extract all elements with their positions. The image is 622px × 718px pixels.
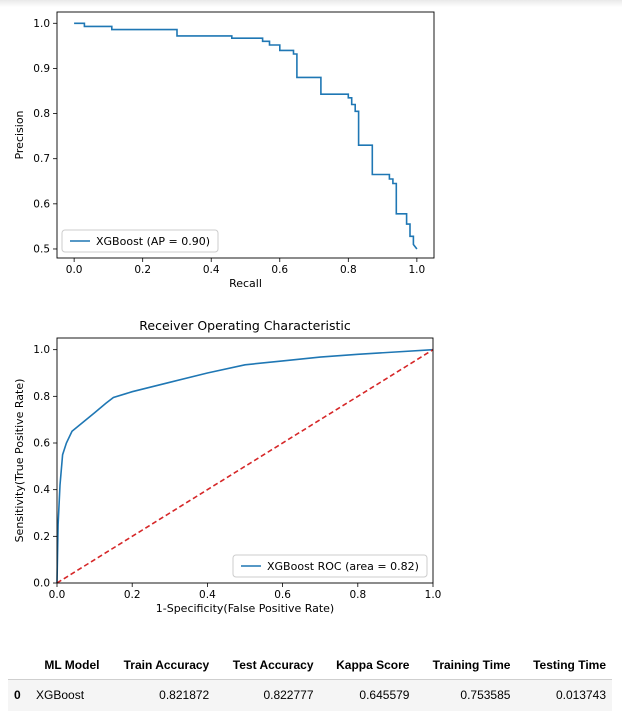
cell-training-time: 0.753585 [460,688,511,702]
col-train-accuracy: Train Accuracy [105,652,216,680]
roc-chart: Receiver Operating Characteristic 0.0 0.2 0… [13,318,442,615]
cell-testing-time: 0.013743 [555,688,606,702]
y-tick-label: 0.7 [33,153,50,165]
y-axis-label: Precision [13,110,26,159]
series-line-0 [74,22,418,250]
x-tick-label: 0.0 [49,589,66,601]
y-tick-label: 0.8 [33,391,50,403]
chance-line-1 [56,349,434,584]
x-tick-label: 1.0 [425,589,442,601]
x-tick-label: 0.2 [124,589,141,601]
legend-box [232,554,428,578]
plot-frame [56,337,434,584]
cell-train-accuracy: 0.821872 [159,688,210,702]
cell-test-accuracy: 0.822777 [263,688,314,702]
y-tick-label: 1.0 [33,18,50,30]
x-tick-label: 0.4 [203,264,220,276]
col-training-time: Training Time [415,652,517,680]
table-row: 0 XGBoost 0.821872 0.822777 0.645579 0.7… [8,679,612,711]
x-tick-label: 0.2 [134,264,151,276]
index-header [8,652,30,680]
table-header-row: ML Model Train Accuracy Test Accuracy Ka… [8,652,612,680]
cell-kappa-score: 0.645579 [359,688,410,702]
legend-label: XGBoost (AP = 0.90) [96,235,210,248]
col-test-accuracy: Test Accuracy [215,652,320,680]
row-index: 0 [14,688,21,702]
y-tick-label: 0.6 [33,198,50,210]
y-tick-label: 0.2 [33,531,50,543]
y-tick-label: 0.9 [33,63,50,75]
y-tick-label: 1.0 [33,344,50,356]
legend-box [61,229,219,253]
chart-title: Receiver Operating Characteristic [139,318,351,333]
y-tick-label: 0.5 [33,243,50,255]
notebook-top-strip [0,0,622,7]
x-tick-label: 0.0 [66,264,83,276]
col-kappa-score: Kappa Score [319,652,416,680]
y-tick-label: 0.4 [33,484,50,496]
x-tick-label: 0.8 [340,264,357,276]
x-axis-label: 1-Specificity(False Positive Rate) [156,602,334,615]
x-tick-label: 0.6 [274,589,291,601]
results-table: ML Model Train Accuracy Test Accuracy Ka… [8,652,612,711]
x-tick-label: 1.0 [409,264,426,276]
x-tick-label: 0.4 [199,589,216,601]
x-tick-label: 0.8 [349,589,366,601]
col-testing-time: Testing Time [516,652,612,680]
x-tick-label: 0.6 [271,264,288,276]
cell-ml-model: XGBoost [36,688,85,702]
y-axis-label: Sensitivity(True Positive Rate) [13,379,26,543]
plot-frame [56,11,435,259]
legend-label: XGBoost ROC (area = 0.82) [267,560,419,573]
y-tick-label: 0.6 [33,438,50,450]
y-tick-label: 0.0 [33,578,50,590]
col-ml-model: ML Model [30,652,106,680]
series-line-0 [56,348,434,584]
x-axis-label: Recall [229,277,262,290]
precision-recall-chart: 0.0 0.2 0.4 0.6 0.8 1.0 0.5 0.6 0.7 0.8 0.9 1.0 Reca… [13,11,435,290]
y-tick-label: 0.8 [33,108,50,120]
